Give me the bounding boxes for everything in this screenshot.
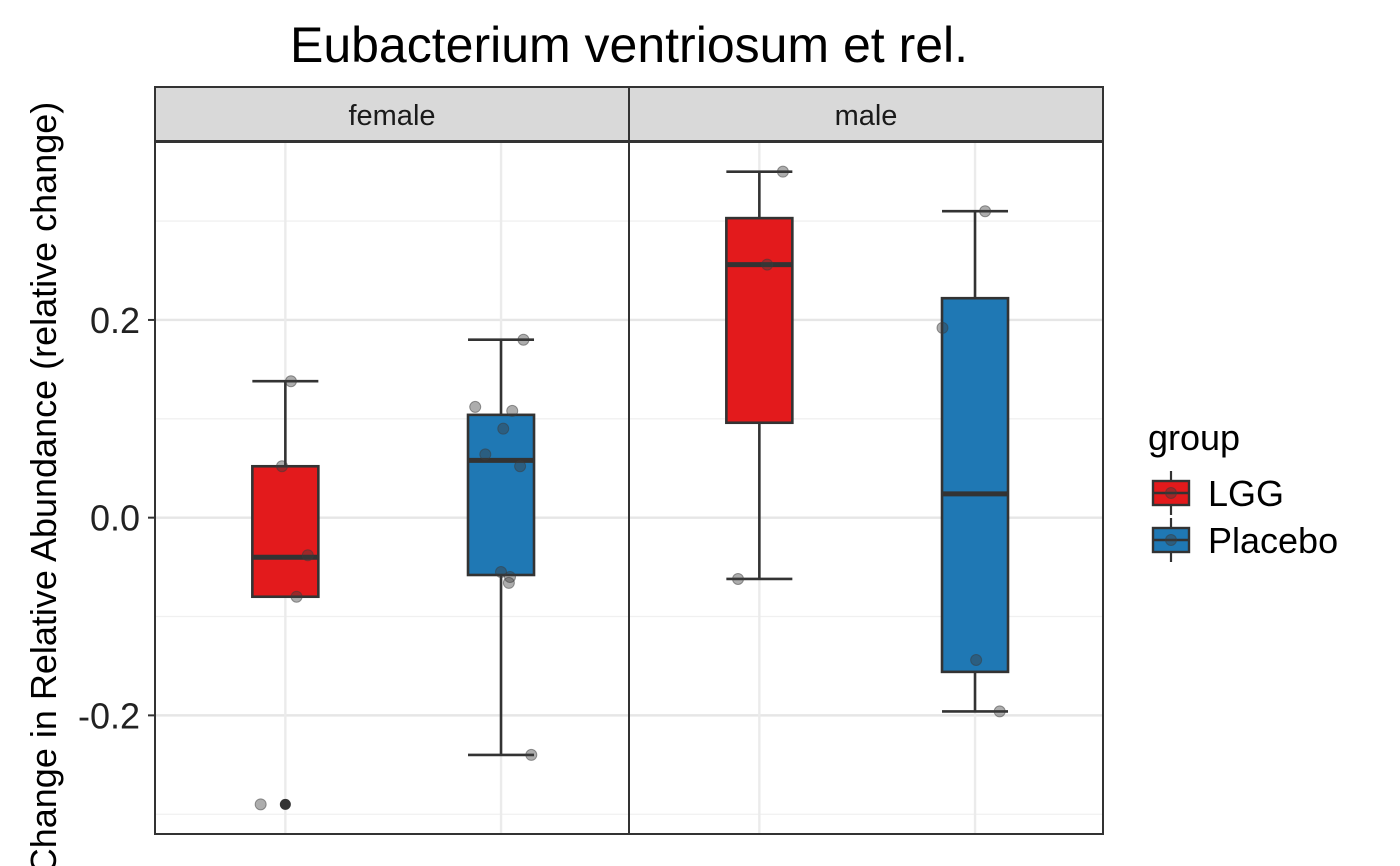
facet-panel-female: female [154, 86, 630, 835]
data-point [497, 422, 510, 435]
legend-key-point [1165, 534, 1177, 546]
data-point [979, 205, 992, 218]
data-point [301, 549, 314, 562]
data-point [993, 705, 1006, 718]
plot-area: female male -0.2 0.0 0.2 [78, 86, 1104, 835]
data-point [732, 572, 745, 585]
legend-entry-placebo: Placebo [1151, 518, 1338, 562]
data-point [479, 448, 492, 461]
legend-label-lgg: LGG [1208, 473, 1284, 514]
data-point [275, 460, 288, 473]
data-point [495, 566, 508, 579]
box-male-LGG [725, 165, 794, 585]
box-male-Placebo [936, 205, 1010, 718]
panel-background [629, 142, 1103, 834]
data-point [290, 590, 303, 603]
data-point [506, 404, 519, 417]
y-tick-label: 0.2 [90, 300, 140, 341]
outlier-point [279, 798, 291, 810]
data-point [254, 798, 267, 811]
panel-background [155, 142, 629, 834]
data-point [936, 321, 949, 334]
data-point [761, 258, 774, 271]
data-point [970, 654, 983, 667]
legend-entry-lgg: LGG [1151, 471, 1284, 515]
facet-label-female: female [348, 100, 435, 132]
legend: group LGG Placebo [1148, 417, 1338, 562]
facet-strip [628, 86, 1104, 142]
chart-title: Eubacterium ventriosum et rel. [290, 17, 968, 73]
box-body [251, 464, 320, 599]
box-body [725, 216, 794, 425]
box-female-LGG [251, 375, 320, 811]
data-point [776, 165, 789, 178]
box-female-Placebo [466, 333, 538, 761]
y-axis-title: Change in Relative Abundance (relative c… [23, 102, 64, 866]
data-point [517, 333, 530, 346]
data-point [514, 460, 527, 473]
data-point [469, 400, 482, 413]
legend-label-placebo: Placebo [1208, 520, 1338, 561]
data-point [502, 576, 515, 589]
y-tick-label: -0.2 [78, 695, 140, 736]
facet-panel-male: male [628, 86, 1104, 835]
facet-strip [154, 86, 630, 142]
legend-title: group [1148, 417, 1240, 458]
box-body [466, 413, 536, 577]
box-body [940, 296, 1010, 674]
y-axis: -0.2 0.0 0.2 [78, 300, 155, 736]
data-point [284, 375, 297, 388]
data-point [525, 748, 538, 761]
y-tick-label: 0.0 [90, 498, 140, 539]
facet-label-male: male [835, 100, 898, 132]
legend-key-point [1165, 487, 1177, 499]
